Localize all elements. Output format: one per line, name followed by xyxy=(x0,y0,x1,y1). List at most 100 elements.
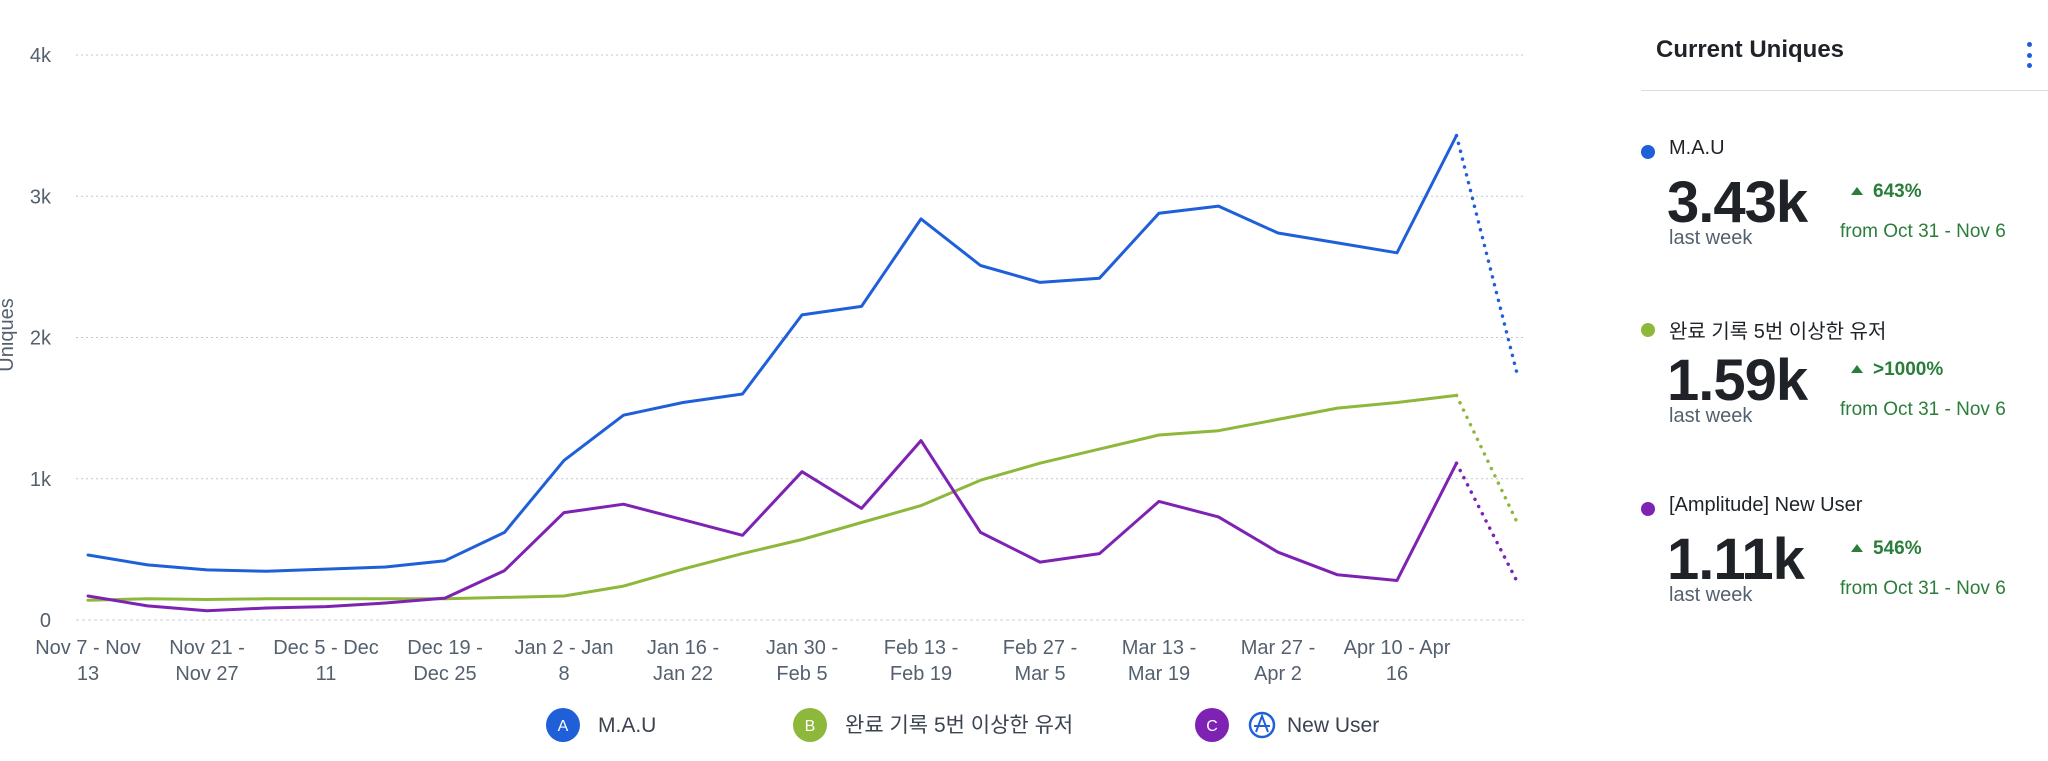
incomplete-period-line xyxy=(1454,133,1519,374)
amplitude-icon xyxy=(1248,711,1276,739)
x-tick-label: Mar 27 - Apr 2 xyxy=(1241,637,1315,685)
panel-header: Current Uniques xyxy=(1641,0,2048,91)
x-tick-label-line: 8 xyxy=(558,663,569,685)
chart-legend: A M.A.U B 완료 기록 5번 이상한 유저 C New User xyxy=(546,708,1379,742)
x-tick-label-line: Nov 27 xyxy=(175,663,238,685)
up-arrow-icon xyxy=(1851,187,1863,195)
y-tick-label: 2k xyxy=(30,328,52,350)
metric-new-user: [Amplitude] New User 1.11k last week 546… xyxy=(1641,490,2048,660)
x-tick-label-line: Jan 22 xyxy=(653,663,713,685)
series-color-dot xyxy=(1641,145,1655,159)
x-tick-label: Dec 5 - Dec 11 xyxy=(273,637,379,685)
metric-compare-period: from Oct 31 - Nov 6 xyxy=(1840,578,2006,599)
x-tick-label-line: Jan 16 - xyxy=(647,637,719,659)
panel-title: Current Uniques xyxy=(1656,36,1845,63)
x-tick-label-line: Nov 7 - Nov xyxy=(35,637,141,659)
gridlines xyxy=(76,54,1524,621)
metric-change-value: 546% xyxy=(1873,538,1922,559)
x-tick-label-line: Mar 19 xyxy=(1128,663,1190,685)
x-tick-label: Nov 7 - Nov 13 xyxy=(35,637,141,685)
series-color-dot xyxy=(1641,502,1655,516)
legend-label: 완료 기록 5번 이상한 유저 xyxy=(845,714,1073,737)
x-tick-label-line: Feb 27 - xyxy=(1003,637,1077,659)
up-arrow-icon xyxy=(1851,365,1863,373)
incomplete-period-line xyxy=(1454,393,1519,523)
metric-completed-5-users: 완료 기록 5번 이상한 유저 1.59k last week >1000% f… xyxy=(1641,311,2048,481)
x-tick-label-line: 13 xyxy=(77,663,99,685)
metric-compare-period: from Oct 31 - Nov 6 xyxy=(1840,399,2006,420)
x-tick-label-line: Dec 5 - Dec xyxy=(273,637,379,659)
y-tick-label: 3k xyxy=(30,186,52,208)
x-tick-label: Feb 27 - Mar 5 xyxy=(1003,637,1077,685)
series-b[interactable] xyxy=(86,393,1519,602)
legend-badge xyxy=(793,708,827,742)
x-tick-label: Jan 16 - Jan 22 xyxy=(647,637,719,685)
x-tick-label: Jan 2 - Jan 8 xyxy=(515,637,614,685)
x-tick-label: Dec 19 - Dec 25 xyxy=(407,637,483,685)
metric-change-value: >1000% xyxy=(1873,359,1944,380)
y-axis-ticks: 0 1k 2k 3k 4k xyxy=(30,45,52,632)
series-line[interactable] xyxy=(86,393,1458,602)
metric-period: last week xyxy=(1669,584,1753,606)
metric-value: 1.11k xyxy=(1667,527,1805,592)
x-axis-ticks: Nov 7 - Nov 13 Nov 21 - Nov 27 Dec 5 - Dec 11… xyxy=(35,637,1450,685)
metric-mau: M.A.U 3.43k last week 643% from Oct 31 -… xyxy=(1641,133,2048,303)
x-tick-label-line: Mar 5 xyxy=(1014,663,1065,685)
x-tick-label-line: Apr 2 xyxy=(1254,663,1302,685)
x-tick-label-line: 11 xyxy=(316,663,337,685)
x-tick-label: Jan 30 - Feb 5 xyxy=(766,637,838,685)
x-tick-label-line: Apr 10 - Apr xyxy=(1344,637,1451,659)
legend-item[interactable]: C New User xyxy=(1195,708,1379,742)
metric-period: last week xyxy=(1669,227,1753,249)
x-tick-label-line: Mar 27 - xyxy=(1241,637,1315,659)
legend-item[interactable]: A M.A.U xyxy=(546,708,656,742)
x-tick-label-line: Dec 25 xyxy=(413,663,476,685)
series-color-dot xyxy=(1641,323,1655,337)
x-tick-label-line: Dec 19 - xyxy=(407,637,483,659)
metric-period: last week xyxy=(1669,405,1753,427)
x-tick-label-line: Nov 21 - xyxy=(169,637,245,659)
more-options-icon[interactable] xyxy=(2024,42,2034,68)
metric-name: M.A.U xyxy=(1669,137,1725,159)
legend-label: M.A.U xyxy=(598,714,656,737)
x-tick-label-line: Feb 13 - xyxy=(884,637,958,659)
series-line[interactable] xyxy=(86,134,1458,573)
metric-change: 546% xyxy=(1851,538,1922,560)
legend-badge xyxy=(1195,708,1229,742)
x-tick-label-line: Jan 2 - Jan xyxy=(515,637,614,659)
x-tick-label-line: Mar 13 - xyxy=(1122,637,1196,659)
legend-label: New User xyxy=(1287,714,1379,737)
series-line[interactable] xyxy=(86,439,1458,613)
metric-name: [Amplitude] New User xyxy=(1669,494,1863,516)
y-tick-label: 0 xyxy=(40,610,51,632)
up-arrow-icon xyxy=(1851,544,1863,552)
y-tick-label: 1k xyxy=(30,469,52,491)
legend-badge-letter: C xyxy=(1206,718,1218,735)
series-lines xyxy=(86,133,1519,613)
legend-item[interactable]: B 완료 기록 5번 이상한 유저 xyxy=(793,708,1073,742)
series-a[interactable] xyxy=(86,133,1519,573)
y-axis-title: Uniques xyxy=(0,298,18,371)
y-tick-label: 4k xyxy=(30,45,52,67)
x-tick-label: Feb 13 - Feb 19 xyxy=(884,637,958,685)
x-tick-label-line: Feb 19 xyxy=(890,663,952,685)
series-c[interactable] xyxy=(86,439,1519,613)
incomplete-period-line xyxy=(1454,461,1519,583)
x-tick-label: Mar 13 - Mar 19 xyxy=(1122,637,1196,685)
metric-value: 1.59k xyxy=(1667,348,1808,413)
x-tick-label: Apr 10 - Apr 16 xyxy=(1344,637,1451,685)
current-uniques-panel: Current Uniques M.A.U 3.43k last week 64… xyxy=(1641,0,2048,761)
x-tick-label-line: Jan 30 - xyxy=(766,637,838,659)
legend-badge-letter: A xyxy=(558,718,569,735)
x-tick-label-line: Feb 5 xyxy=(776,663,827,685)
metric-value: 3.43k xyxy=(1667,170,1808,235)
x-tick-label: Nov 21 - Nov 27 xyxy=(169,637,245,685)
metric-change: 643% xyxy=(1851,181,1922,203)
metric-change-value: 643% xyxy=(1873,181,1922,202)
legend-badge-letter: B xyxy=(805,718,816,735)
metric-compare-period: from Oct 31 - Nov 6 xyxy=(1840,221,2006,242)
x-tick-label-line: 16 xyxy=(1386,663,1408,685)
legend-badge xyxy=(546,708,580,742)
metric-name: 완료 기록 5번 이상한 유저 xyxy=(1669,321,1887,343)
